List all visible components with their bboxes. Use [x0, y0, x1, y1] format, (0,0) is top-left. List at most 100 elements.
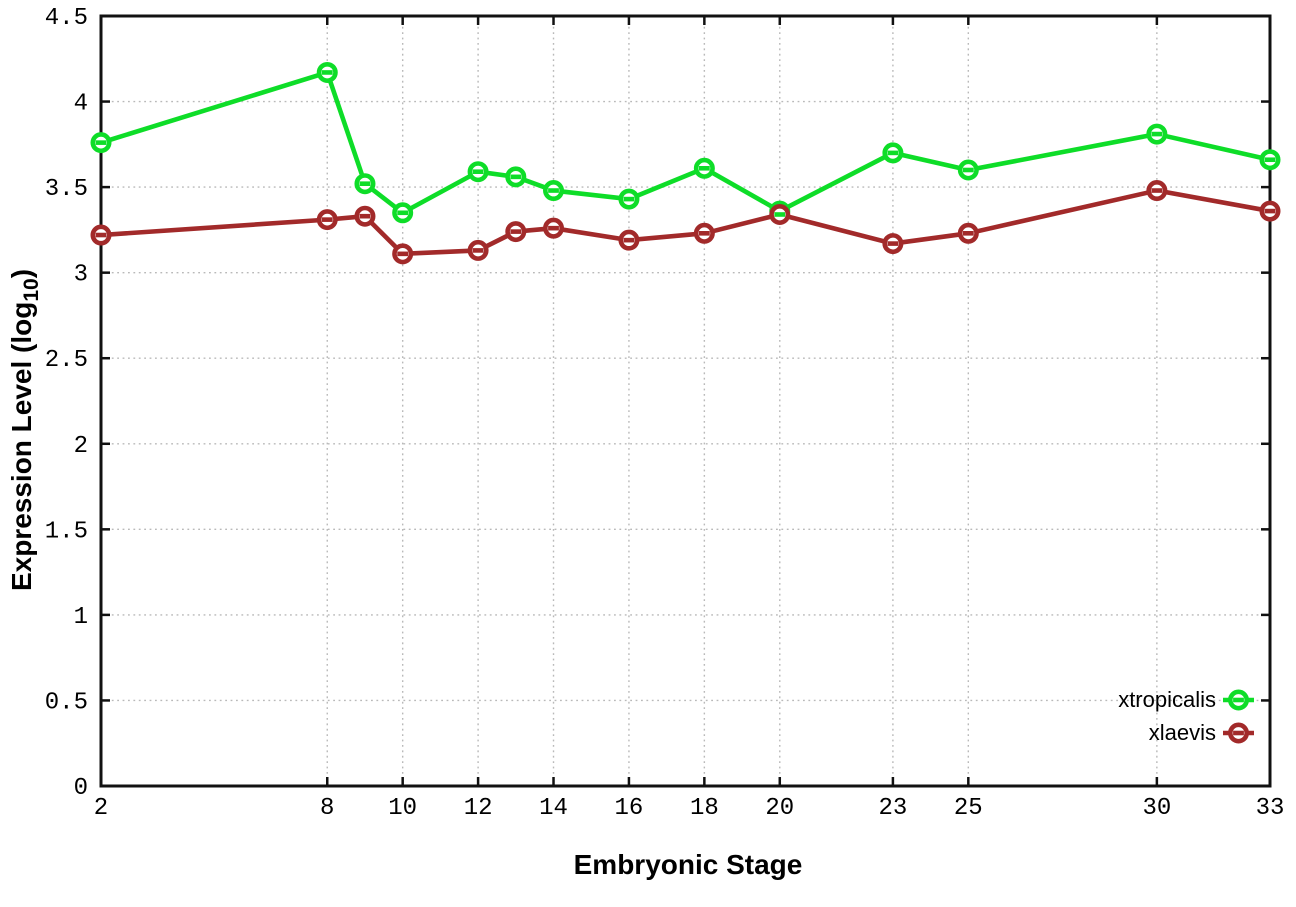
- x-tick-label-14: 14: [539, 795, 568, 822]
- data-point-xlaevis-stage-18: [693, 222, 715, 244]
- legend-sample-xtropicalis: [1223, 689, 1254, 711]
- y-tick-label-3: 3: [74, 262, 88, 289]
- marker-ring: [90, 224, 112, 246]
- marker-ring: [90, 132, 112, 154]
- data-point-xlaevis-stage-9: [354, 205, 376, 227]
- marker-ring: [618, 229, 640, 251]
- marker-ring: [316, 61, 338, 83]
- series-line-xtropicalis: [100, 70, 1271, 216]
- data-point-xtropicalis-stage-23: [882, 142, 904, 164]
- y-tick-label-1.5: 1.5: [45, 518, 88, 545]
- marker-ring: [1146, 180, 1168, 202]
- marker-ring: [957, 222, 979, 244]
- marker-ring: [1259, 200, 1281, 222]
- y-tick-label-0.5: 0.5: [45, 689, 88, 716]
- x-tick-label-30: 30: [1142, 795, 1171, 822]
- plot-border: [99, 14, 1272, 788]
- x-axis-title: Embryonic Stage: [574, 849, 803, 880]
- marker-ring: [354, 205, 376, 227]
- legend-samples: [1223, 689, 1254, 744]
- legend-sample-xlaevis: [1223, 722, 1254, 744]
- marker-ring: [505, 166, 527, 188]
- marker-ring: [693, 157, 715, 179]
- marker-ring: [1228, 689, 1250, 711]
- data-point-xlaevis-stage-10: [392, 243, 414, 265]
- marker-ring: [957, 159, 979, 181]
- y-axis-title: Expression Level (log10): [6, 269, 43, 591]
- x-tick-label-12: 12: [464, 795, 493, 822]
- data-point-xtropicalis-stage-30: [1146, 123, 1168, 145]
- data-point-xlaevis-stage-2: [90, 224, 112, 246]
- data-point-xlaevis-stage-25: [957, 222, 979, 244]
- y-axis-title-main: Expression Level (log: [6, 302, 37, 591]
- data-point-xtropicalis-stage-10: [392, 202, 414, 224]
- series-xtropicalis: [90, 61, 1281, 224]
- y-tick-label-0: 0: [74, 775, 88, 802]
- marker-ring: [618, 188, 640, 210]
- marker-ring: [769, 203, 791, 225]
- data-point-xlaevis-stage-33: [1259, 200, 1281, 222]
- data-point-xtropicalis-stage-13: [505, 166, 527, 188]
- marker-ring: [354, 173, 376, 195]
- y-tick-label-4: 4: [74, 91, 88, 118]
- x-tick-label-25: 25: [954, 795, 983, 822]
- legend-label-xlaevis: xlaevis: [1149, 720, 1216, 745]
- marker-ring: [505, 221, 527, 243]
- y-axis-title-subscript: 10: [20, 278, 43, 301]
- marker-ring: [467, 161, 489, 183]
- grid-lines: [101, 16, 1270, 786]
- marker-ring: [882, 142, 904, 164]
- series-line-xlaevis: [100, 188, 1271, 257]
- legend-sample-marker-xlaevis: [1228, 722, 1250, 744]
- marker-ring: [543, 217, 565, 239]
- data-point-xtropicalis-stage-25: [957, 159, 979, 181]
- y-tick-label-3.5: 3.5: [45, 176, 88, 203]
- data-series: [90, 61, 1281, 265]
- axis-tick-labels: 2 8 10 12 14 16 18 20 23 25 30 33 0 0.5 1 1.5 2 2.5 3 3.5 4 4…: [45, 5, 1285, 822]
- data-point-xtropicalis-stage-18: [693, 157, 715, 179]
- x-tick-label-18: 18: [690, 795, 719, 822]
- marker-ring: [1228, 722, 1250, 744]
- data-point-xtropicalis-stage-9: [354, 173, 376, 195]
- data-point-xlaevis-stage-13: [505, 221, 527, 243]
- data-point-xlaevis-stage-16: [618, 229, 640, 251]
- data-point-xlaevis-stage-12: [467, 239, 489, 261]
- y-axis-title-suffix: ): [6, 269, 37, 278]
- data-point-xlaevis-stage-30: [1146, 180, 1168, 202]
- x-tick-label-23: 23: [878, 795, 907, 822]
- x-tick-label-20: 20: [765, 795, 794, 822]
- marker-ring: [1259, 149, 1281, 171]
- marker-ring: [1146, 123, 1168, 145]
- data-point-xlaevis-stage-8: [316, 209, 338, 231]
- x-tick-label-16: 16: [615, 795, 644, 822]
- y-tick-label-2: 2: [74, 433, 88, 460]
- y-tick-label-4.5: 4.5: [45, 5, 88, 32]
- x-tick-label-2: 2: [94, 795, 108, 822]
- x-tick-label-8: 8: [320, 795, 334, 822]
- series-xlaevis: [90, 180, 1281, 265]
- marker-ring: [693, 222, 715, 244]
- data-point-xtropicalis-stage-16: [618, 188, 640, 210]
- data-point-xtropicalis-stage-14: [543, 180, 565, 202]
- data-point-xlaevis-stage-23: [882, 233, 904, 255]
- data-point-xtropicalis-stage-12: [467, 161, 489, 183]
- marker-ring: [392, 202, 414, 224]
- marker-ring: [316, 209, 338, 231]
- data-point-xtropicalis-stage-2: [90, 132, 112, 154]
- x-tick-label-33: 33: [1256, 795, 1285, 822]
- marker-ring: [392, 243, 414, 265]
- y-tick-label-2.5: 2.5: [45, 347, 88, 374]
- x-tick-label-10: 10: [388, 795, 417, 822]
- axis-ticks: [99, 14, 1272, 788]
- marker-ring: [543, 180, 565, 202]
- marker-ring: [882, 233, 904, 255]
- data-point-xtropicalis-stage-33: [1259, 149, 1281, 171]
- data-point-xlaevis-stage-20: [769, 203, 791, 225]
- data-point-xlaevis-stage-14: [543, 217, 565, 239]
- data-point-xtropicalis-stage-8: [316, 61, 338, 83]
- legend-label-xtropicalis: xtropicalis: [1118, 687, 1216, 712]
- marker-ring: [467, 239, 489, 261]
- legend-sample-marker-xtropicalis: [1228, 689, 1250, 711]
